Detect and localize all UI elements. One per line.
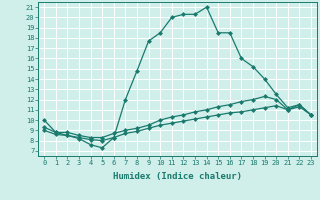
X-axis label: Humidex (Indice chaleur): Humidex (Indice chaleur)	[113, 172, 242, 181]
